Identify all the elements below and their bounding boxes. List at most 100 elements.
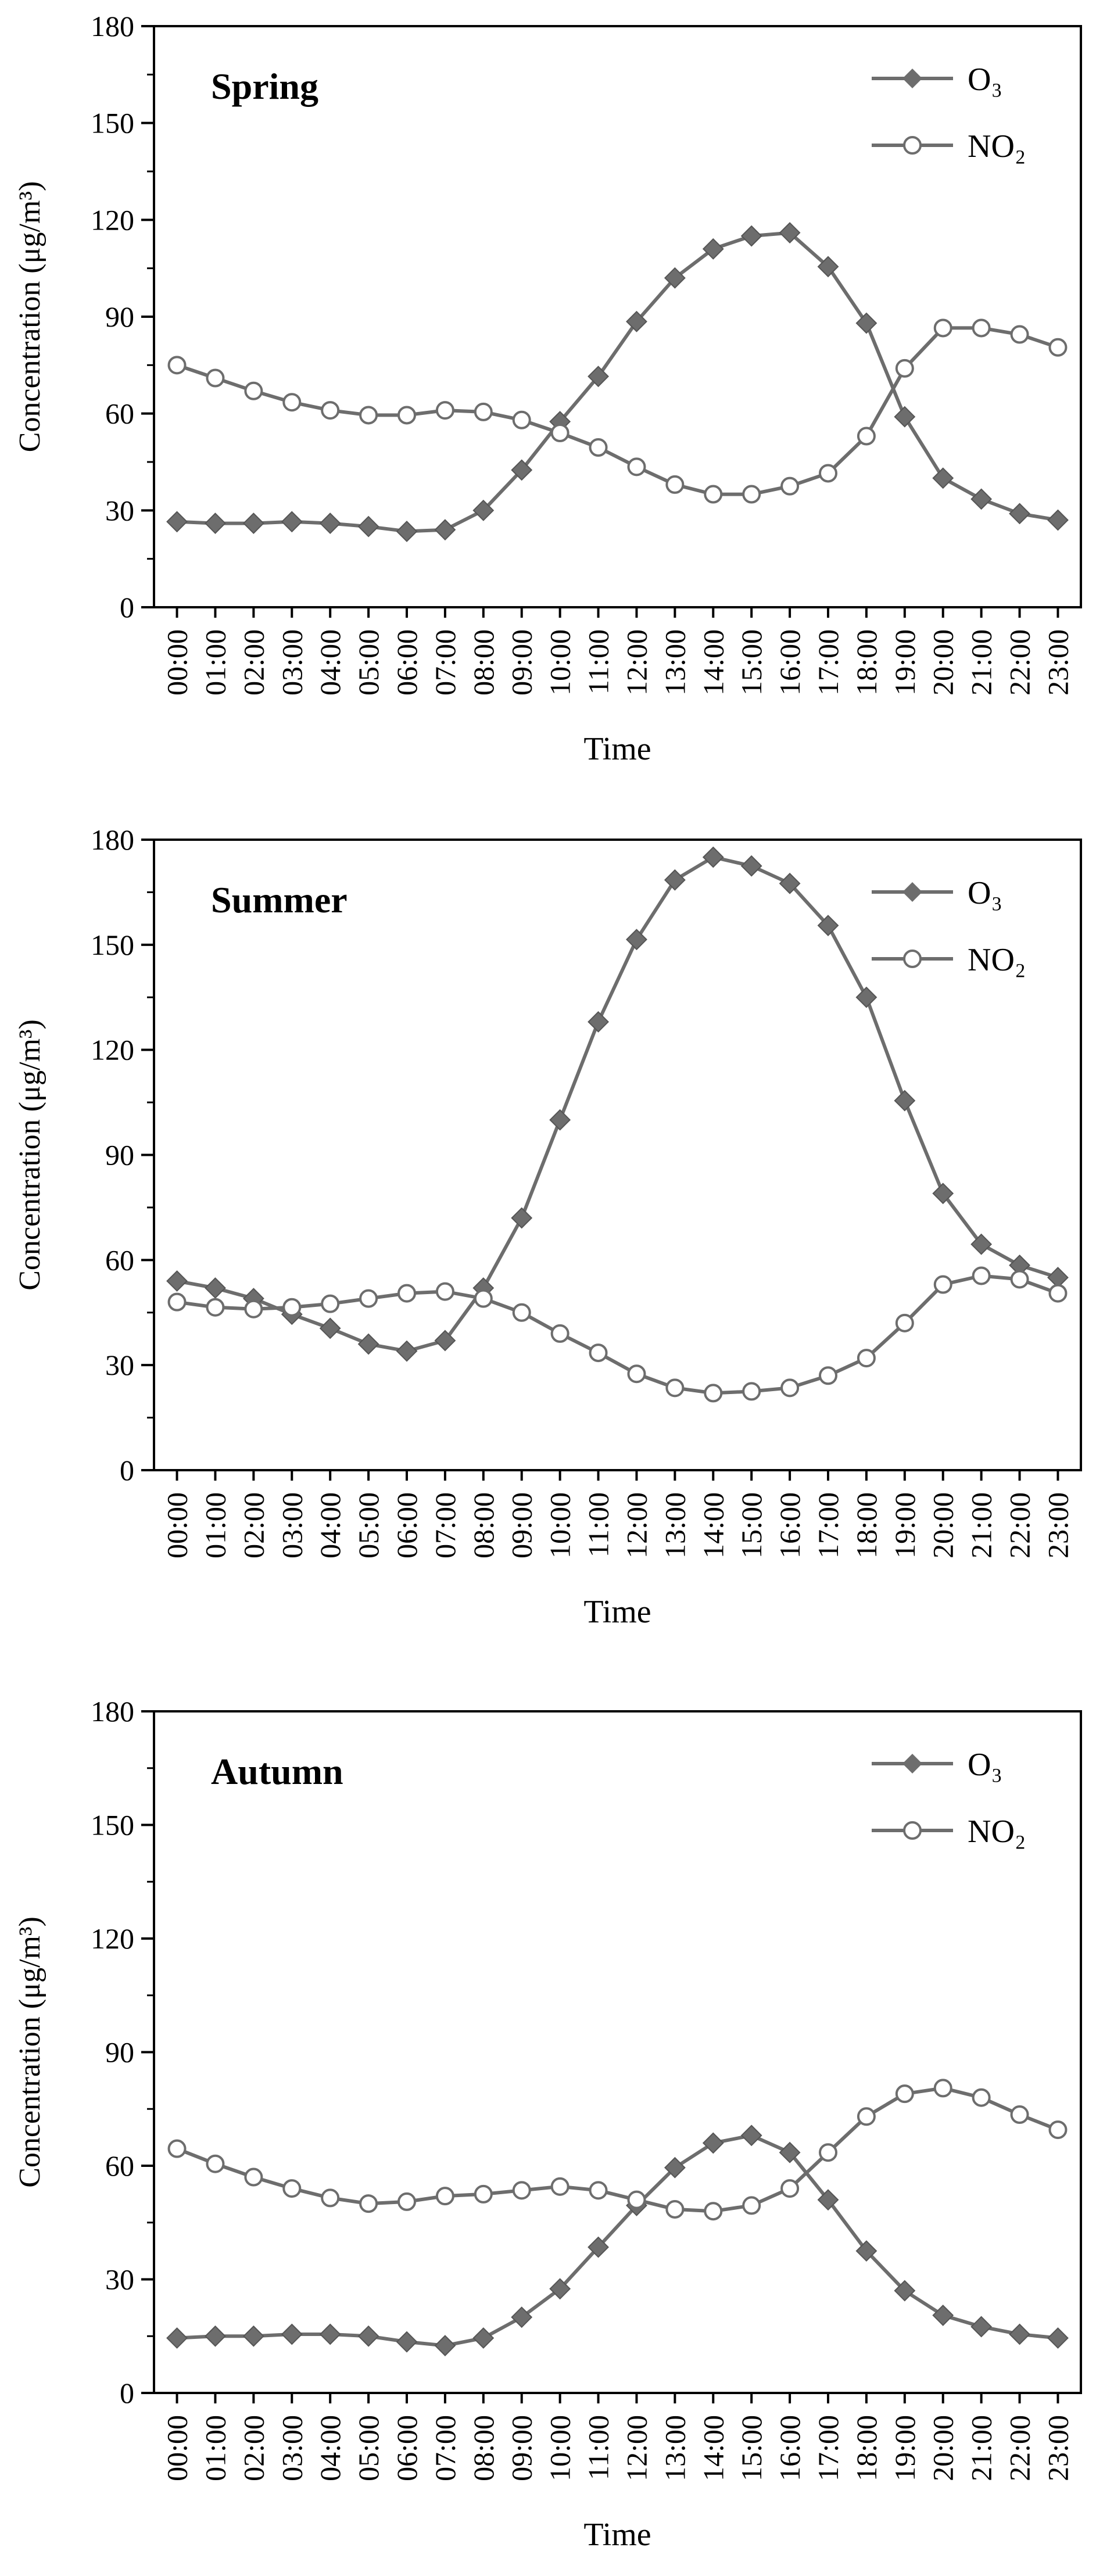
x-tick-label: 04:00 bbox=[314, 2415, 346, 2481]
x-tick-label: 12:00 bbox=[620, 629, 653, 696]
data-point-o3 bbox=[588, 2236, 609, 2258]
data-point-o3 bbox=[894, 406, 916, 428]
data-point-no2 bbox=[780, 2179, 800, 2198]
data-point-o3 bbox=[932, 2304, 954, 2326]
y-tick-label: 150 bbox=[91, 1809, 134, 1841]
x-tick-label: 06:00 bbox=[391, 2415, 423, 2481]
data-point-no2 bbox=[474, 1289, 493, 1308]
plot-frame bbox=[153, 1710, 1082, 2394]
data-point-no2 bbox=[244, 381, 263, 400]
data-point-no2 bbox=[857, 2107, 876, 2126]
series-line bbox=[177, 1274, 1059, 1395]
data-point-o3 bbox=[472, 2327, 495, 2349]
data-point-no2 bbox=[780, 476, 800, 496]
data-point-o3 bbox=[205, 513, 226, 534]
y-axis-title: Concentration (μg/m³) bbox=[13, 181, 46, 453]
data-point-o3 bbox=[970, 2316, 993, 2338]
data-point-no2 bbox=[1048, 1284, 1068, 1303]
data-point-no2 bbox=[742, 1382, 761, 1401]
data-point-o3 bbox=[396, 2331, 418, 2353]
legend: O₃ NO₂ bbox=[872, 62, 1026, 164]
y-tick-label: 120 bbox=[91, 1922, 134, 1955]
data-point-o3 bbox=[396, 521, 418, 542]
series-o3 bbox=[166, 2124, 1069, 2356]
data-point-no2 bbox=[512, 2181, 531, 2200]
x-tick-label: 15:00 bbox=[735, 1492, 768, 1559]
x-tick-label: 16:00 bbox=[773, 1492, 806, 1559]
data-point-no2 bbox=[665, 1378, 685, 1398]
y-tick-label: 0 bbox=[120, 1454, 134, 1486]
data-point-o3 bbox=[779, 222, 801, 243]
data-point-no2 bbox=[206, 368, 225, 388]
x-tick-label: 23:00 bbox=[1041, 1492, 1074, 1559]
x-tick-label: 01:00 bbox=[199, 629, 231, 696]
data-point-o3 bbox=[357, 515, 379, 538]
x-tick-label: 12:00 bbox=[620, 1492, 653, 1559]
data-point-no2 bbox=[1010, 1270, 1029, 1289]
x-tick-label: 18:00 bbox=[850, 2415, 883, 2481]
x-tick-label: 10:00 bbox=[544, 2415, 576, 2481]
x-tick-label: 07:00 bbox=[429, 629, 461, 696]
series-line bbox=[176, 2086, 1059, 2213]
data-point-no2 bbox=[665, 2199, 685, 2219]
legend-label: NO₂ bbox=[968, 1814, 1026, 1850]
data-point-o3 bbox=[970, 1233, 993, 1255]
legend: O₃ NO₂ bbox=[872, 1747, 1026, 1850]
x-tick-label: 23:00 bbox=[1041, 629, 1074, 696]
data-point-o3 bbox=[511, 1207, 533, 1229]
x-tick-label: 06:00 bbox=[391, 1492, 423, 1559]
data-point-no2 bbox=[742, 2196, 761, 2215]
x-tick-label: 15:00 bbox=[735, 629, 768, 696]
legend-label: O₃ bbox=[968, 62, 1002, 98]
x-axis-title: Time bbox=[583, 1594, 651, 1630]
data-point-o3 bbox=[357, 2325, 379, 2347]
legend: O₃ NO₂ bbox=[872, 875, 1026, 978]
legend-label: NO₂ bbox=[968, 128, 1026, 164]
chart-title: Spring bbox=[211, 66, 318, 107]
series-o3 bbox=[166, 222, 1069, 542]
x-tick-label: 12:00 bbox=[620, 2415, 653, 2481]
x-tick-label: 07:00 bbox=[429, 2415, 461, 2481]
data-point-o3 bbox=[166, 2327, 188, 2349]
x-tick-label: 11:00 bbox=[582, 1492, 615, 1557]
data-point-no2 bbox=[206, 1298, 225, 1317]
data-point-no2 bbox=[742, 485, 761, 504]
x-tick-label: 21:00 bbox=[965, 1492, 998, 1559]
data-point-o3 bbox=[740, 855, 762, 877]
y-tick-label: 0 bbox=[120, 2377, 134, 2409]
chart-title: Summer bbox=[211, 879, 348, 920]
y-axis-title: Concentration (μg/m³) bbox=[13, 1916, 46, 2188]
data-point-o3 bbox=[817, 2189, 839, 2211]
series-line bbox=[176, 326, 1059, 496]
data-point-o3 bbox=[855, 2240, 877, 2262]
x-tick-label: 18:00 bbox=[850, 629, 883, 696]
data-point-no2 bbox=[589, 1343, 608, 1363]
x-tick-label: 09:00 bbox=[506, 629, 538, 696]
x-tick-label: 03:00 bbox=[275, 2415, 308, 2481]
data-point-no2 bbox=[819, 2143, 837, 2162]
x-tick-label: 19:00 bbox=[889, 1492, 921, 1559]
data-point-no2 bbox=[1048, 338, 1068, 357]
x-tick-label: 11:00 bbox=[582, 2415, 615, 2480]
data-point-o3 bbox=[205, 1277, 226, 1299]
x-tick-label: 17:00 bbox=[812, 1492, 844, 1559]
data-point-o3 bbox=[319, 2323, 341, 2345]
y-tick-label: 60 bbox=[105, 2149, 134, 2182]
x-tick-label: 00:00 bbox=[161, 2415, 194, 2481]
x-tick-label: 08:00 bbox=[467, 2415, 500, 2481]
data-point-no2 bbox=[895, 2084, 914, 2104]
data-point-o3 bbox=[357, 1333, 379, 1355]
data-point-no2 bbox=[167, 1292, 187, 1312]
x-tick-label: 19:00 bbox=[889, 629, 921, 696]
data-point-no2 bbox=[321, 2188, 340, 2208]
x-tick-label: 14:00 bbox=[697, 629, 729, 696]
x-tick-label: 20:00 bbox=[927, 629, 959, 696]
data-point-no2 bbox=[1010, 325, 1029, 344]
x-tick-label: 20:00 bbox=[927, 1492, 959, 1559]
series-no2 bbox=[167, 318, 1068, 504]
data-point-no2 bbox=[167, 2139, 187, 2158]
data-point-o3 bbox=[319, 1317, 341, 1339]
legend-o3-marker bbox=[902, 69, 922, 88]
data-point-no2 bbox=[550, 424, 570, 442]
